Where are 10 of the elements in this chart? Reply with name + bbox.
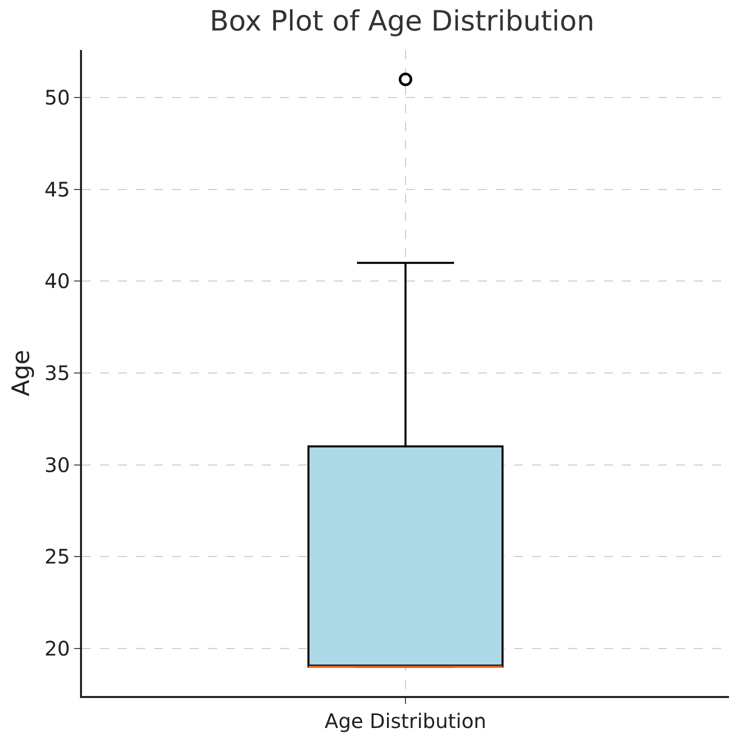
y-tick-label: 40 — [44, 269, 70, 294]
y-tick-label: 50 — [44, 86, 70, 110]
x-tick-label: Age Distribution — [324, 709, 486, 733]
y-tick-label: 30 — [44, 452, 70, 477]
y-tick-label: 25 — [44, 544, 70, 569]
y-axis-title: Age — [7, 350, 36, 396]
chart-title: Box Plot of Age Distribution — [210, 4, 595, 38]
y-tick-label: 45 — [44, 177, 70, 202]
y-tick-label: 20 — [44, 636, 70, 660]
y-tick-label: 35 — [44, 361, 70, 385]
